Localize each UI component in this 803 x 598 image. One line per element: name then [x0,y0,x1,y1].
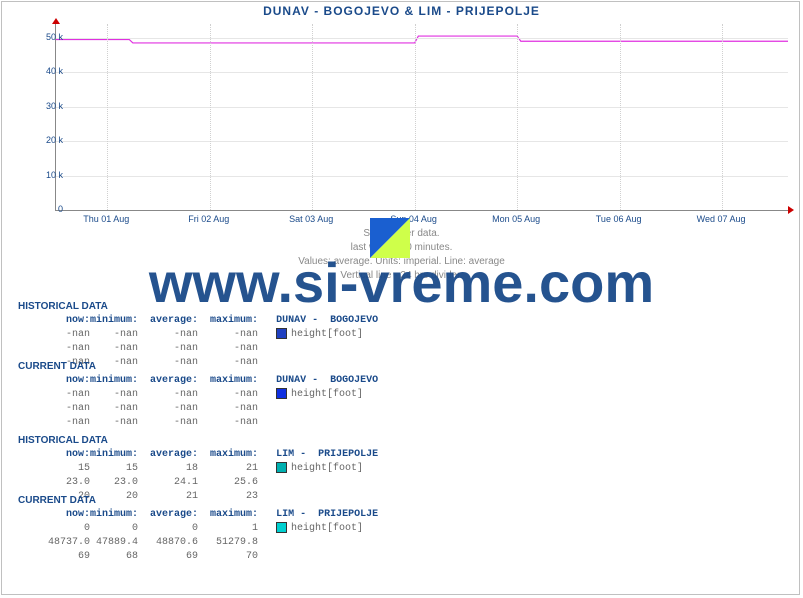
xtick-label: Tue 06 Aug [596,214,642,224]
ytick-label: 30 k [23,101,63,111]
xaxis-arrow-icon [788,206,794,214]
legend-swatch-icon [276,522,287,533]
gridline-v [210,24,211,210]
data-row: -nan -nan -nan -nan [18,416,258,430]
xtick-label: Wed 07 Aug [697,214,746,224]
gridline-v [517,24,518,210]
data-section-header: HISTORICAL DATA [18,300,108,315]
data-row: -nan -nan -nan -nan height[foot] [18,328,363,342]
data-columns-header: now:minimum: average: maximum: DUNAV - B… [18,314,378,328]
gridline-v [107,24,108,210]
xtick-label: Mon 05 Aug [492,214,540,224]
data-columns-header: now:minimum: average: maximum: DUNAV - B… [18,374,378,388]
gridline-h [56,141,788,142]
ytick-label: 40 k [23,66,63,76]
data-row: -nan -nan -nan -nan [18,342,258,356]
legend-swatch-icon [276,462,287,473]
gridline-h [56,38,788,39]
data-columns-header: now:minimum: average: maximum: LIM - PRI… [18,508,378,522]
gridline-v [620,24,621,210]
data-section-header: CURRENT DATA [18,494,96,509]
ytick-label: 50 k [23,32,63,42]
gridline-v [722,24,723,210]
chart-svg [56,24,788,210]
data-row: 15 15 18 21 height[foot] [18,462,363,476]
chart-plot-area [55,24,788,211]
legend-swatch-icon [276,388,287,399]
ytick-label: 20 k [23,135,63,145]
data-row: 48737.0 47889.4 48870.6 51279.8 [18,536,258,550]
xtick-label: Sat 03 Aug [289,214,333,224]
data-row: 0 0 0 1 height[foot] [18,522,363,536]
gridline-v [312,24,313,210]
data-columns-header: now:minimum: average: maximum: LIM - PRI… [18,448,378,462]
data-section-header: CURRENT DATA [18,360,96,375]
data-row: -nan -nan -nan -nan height[foot] [18,388,363,402]
data-section-header: HISTORICAL DATA [18,434,108,449]
gridline-h [56,176,788,177]
gridline-v [415,24,416,210]
xtick-label: Thu 01 Aug [83,214,129,224]
ytick-label: 0 [23,204,63,214]
gridline-h [56,107,788,108]
legend-swatch-icon [276,328,287,339]
data-row: 23.0 23.0 24.1 25.6 [18,476,258,490]
gridline-h [56,72,788,73]
data-row: 69 68 69 70 [18,550,258,564]
data-row: -nan -nan -nan -nan [18,402,258,416]
ytick-label: 10 k [23,170,63,180]
chart-title: DUNAV - BOGOJEVO & LIM - PRIJEPOLJE [0,4,803,18]
xtick-label: Fri 02 Aug [188,214,229,224]
watermark-logo-icon [370,218,410,258]
subtext-line: Vertical line - 24 hrs divider. [0,270,803,281]
